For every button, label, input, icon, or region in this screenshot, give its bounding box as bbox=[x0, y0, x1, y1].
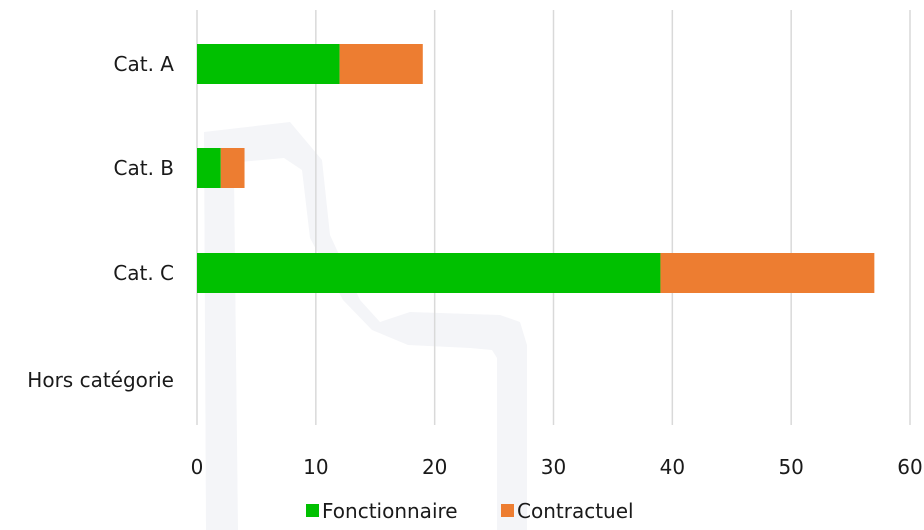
tick-label: 30 bbox=[541, 455, 566, 479]
legend-swatch-fonctionnaire bbox=[306, 504, 319, 517]
tick-label: 60 bbox=[897, 455, 922, 479]
legend: Fonctionnaire Contractuel bbox=[306, 499, 634, 523]
legend-label-contractuel: Contractuel bbox=[517, 499, 634, 523]
tick-label: 50 bbox=[778, 455, 803, 479]
bar-fonctionnaire-0 bbox=[197, 44, 340, 84]
legend-swatch-contractuel bbox=[501, 504, 514, 517]
tick-label: 40 bbox=[660, 455, 685, 479]
tick-label: 20 bbox=[422, 455, 447, 479]
bar-fonctionnaire-2 bbox=[197, 253, 661, 293]
category-label: Cat. A bbox=[114, 52, 175, 76]
category-labels: Cat. A Cat. B Cat. C Hors catégorie bbox=[27, 52, 174, 392]
category-label: Cat. C bbox=[113, 261, 174, 285]
category-label: Cat. B bbox=[114, 156, 175, 180]
bar-fonctionnaire-1 bbox=[197, 148, 221, 188]
tick-label: 0 bbox=[191, 455, 204, 479]
bar-contractuel-2 bbox=[660, 253, 875, 293]
x-axis-tick-labels: 0 10 20 30 40 50 60 bbox=[191, 455, 923, 479]
bar-contractuel-1 bbox=[220, 148, 245, 188]
tick-label: 10 bbox=[303, 455, 328, 479]
bars bbox=[197, 44, 875, 293]
category-label: Hors catégorie bbox=[27, 368, 174, 392]
legend-label-fonctionnaire: Fonctionnaire bbox=[322, 499, 458, 523]
bar-contractuel-0 bbox=[339, 44, 423, 84]
watermark-shape bbox=[204, 122, 527, 530]
